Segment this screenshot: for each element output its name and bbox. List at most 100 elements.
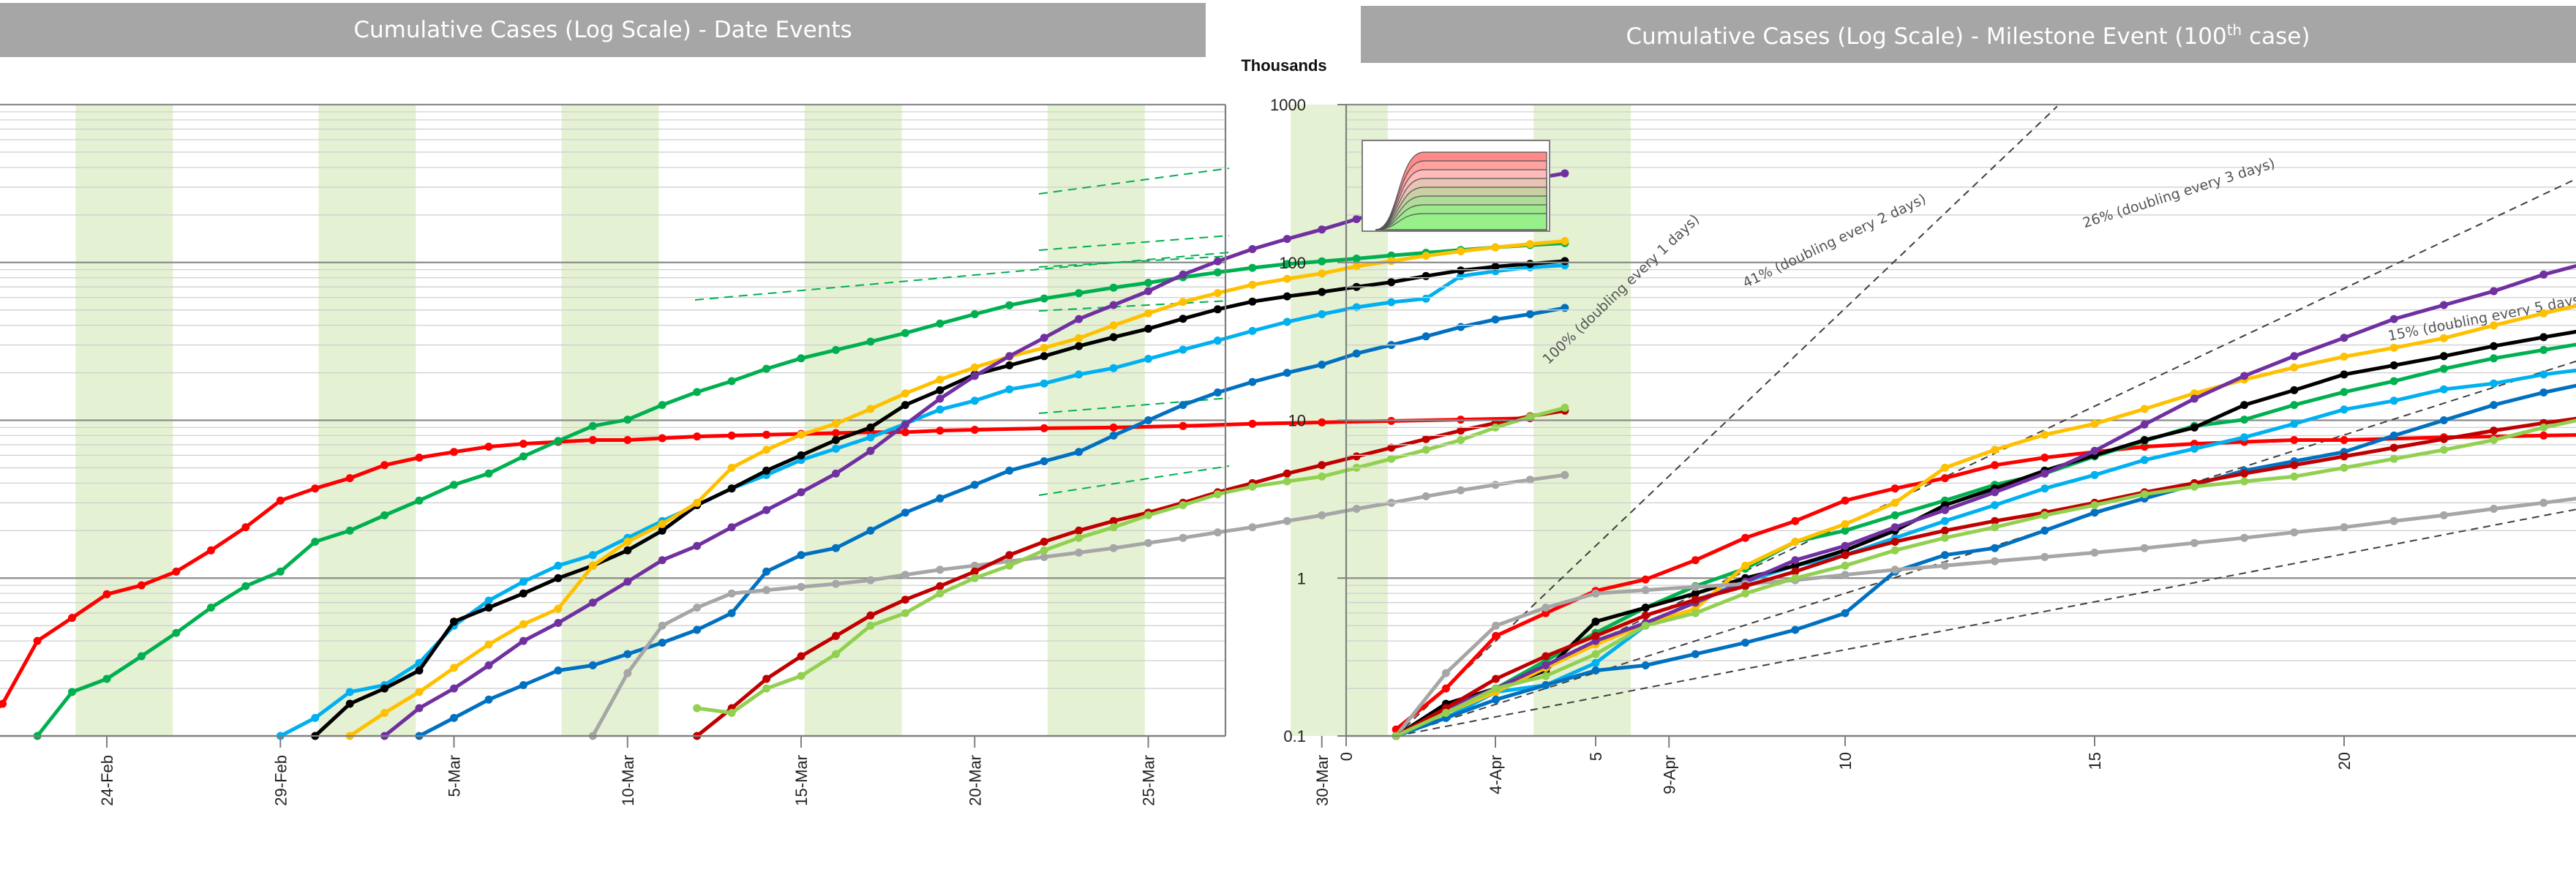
left-data-point <box>1352 349 1361 358</box>
left-data-point <box>1248 245 1257 253</box>
right-data-point <box>1991 501 1999 509</box>
left-data-point <box>206 604 215 612</box>
right-x-tick-label: 10 <box>1836 752 1855 770</box>
left-data-point <box>1318 288 1326 296</box>
left-data-point <box>901 508 909 517</box>
left-data-point <box>1075 289 1084 298</box>
right-series-line <box>1395 418 2576 738</box>
right-data-point <box>1890 511 1899 519</box>
left-data-point <box>1525 310 1534 318</box>
left-trend-line <box>1038 397 1230 414</box>
right-series <box>1392 497 2576 740</box>
right-data-point <box>2190 444 2198 453</box>
left-data-point <box>1213 337 1222 345</box>
left-series-line <box>348 239 1566 738</box>
left-series <box>276 261 1569 740</box>
left-data-point <box>415 666 424 675</box>
left-data-point <box>1109 431 1118 440</box>
left-data-point <box>762 446 771 454</box>
left-data-point <box>1179 421 1187 430</box>
right-data-point <box>1492 684 1501 693</box>
left-data-point <box>1040 546 1048 555</box>
left-data-point <box>1422 294 1430 303</box>
left-data-point <box>102 590 111 598</box>
right-data-point <box>1890 484 1899 493</box>
left-data-point <box>797 551 806 560</box>
left-data-point <box>0 699 7 708</box>
right-data-point <box>1441 684 1450 693</box>
left-data-point <box>901 328 909 337</box>
right-x-tick-label: 5 <box>1587 752 1605 761</box>
left-data-point <box>1040 379 1048 388</box>
right-data-point <box>1542 604 1550 612</box>
left-data-point <box>241 582 250 590</box>
right-data-point <box>1691 582 1700 591</box>
right-data-point <box>1641 611 1650 620</box>
left-data-point <box>762 364 771 373</box>
left-data-point <box>762 675 771 683</box>
left-data-point <box>936 582 945 590</box>
left-data-point <box>1422 435 1430 443</box>
left-data-point <box>797 354 806 363</box>
left-data-point <box>1318 472 1326 481</box>
right-data-point <box>2290 436 2299 444</box>
left-data-point <box>797 430 806 439</box>
left-data-point <box>762 684 771 693</box>
left-series-line <box>0 416 1531 709</box>
left-data-point <box>1352 505 1361 513</box>
right-data-point <box>2040 430 2049 439</box>
right-data-point <box>2490 401 2498 410</box>
unit-label: Thousands <box>1241 56 1326 75</box>
right-x-tick-label: 20 <box>2335 752 2354 770</box>
left-data-point <box>901 420 909 429</box>
left-data-point <box>1248 523 1257 532</box>
left-data-point <box>1422 446 1430 454</box>
left-data-point <box>484 443 493 451</box>
left-data-point <box>623 416 632 424</box>
left-chart-title: Cumulative Cases (Log Scale) - Date Even… <box>353 17 852 43</box>
left-data-point <box>693 498 702 507</box>
right-data-point <box>2290 386 2299 394</box>
right-data-point <box>1741 589 1750 598</box>
left-x-tick-label: 5-Mar <box>446 755 464 797</box>
right-data-point <box>1542 652 1550 661</box>
left-data-point <box>832 429 840 437</box>
left-data-point <box>1561 304 1569 312</box>
right-x-tick-label: 0 <box>1337 752 1356 761</box>
right-data-point <box>1791 567 1800 576</box>
right-data-point <box>2090 548 2099 557</box>
left-data-point <box>1561 257 1569 266</box>
right-data-point <box>1991 446 1999 454</box>
left-data-point <box>658 556 666 565</box>
left-data-point <box>1109 516 1118 525</box>
left-data-point <box>1283 516 1291 525</box>
left-data-point <box>1179 345 1187 354</box>
right-data-point <box>2490 427 2498 435</box>
left-x-tick-label: 29-Feb <box>271 755 290 806</box>
left-data-point <box>866 576 875 585</box>
left-data-point <box>901 595 909 604</box>
left-data-point <box>1318 310 1326 318</box>
left-data-point <box>415 704 424 713</box>
left-data-point <box>866 405 875 413</box>
left-data-point <box>623 650 632 658</box>
left-data-point <box>1283 292 1291 301</box>
left-data-point <box>1040 424 1048 432</box>
left-data-point <box>1352 452 1361 461</box>
left-data-point <box>1213 257 1222 266</box>
right-data-point <box>2190 482 2198 491</box>
left-data-point <box>380 684 389 693</box>
left-data-point <box>588 661 597 669</box>
milestone-events-chart: Cumulative Cases (Log Scale) - Milestone… <box>1270 6 2576 770</box>
right-data-point <box>2340 388 2348 397</box>
left-data-point <box>1144 511 1152 519</box>
right-data-point <box>2190 538 2198 547</box>
right-data-point <box>1591 666 1600 675</box>
left-data-point <box>762 430 771 439</box>
left-data-point <box>1005 301 1014 309</box>
right-data-point <box>2389 361 2398 369</box>
left-data-point <box>693 388 702 397</box>
right-data-point <box>2389 343 2398 352</box>
left-data-point <box>1318 225 1326 234</box>
left-data-point <box>1144 324 1152 333</box>
